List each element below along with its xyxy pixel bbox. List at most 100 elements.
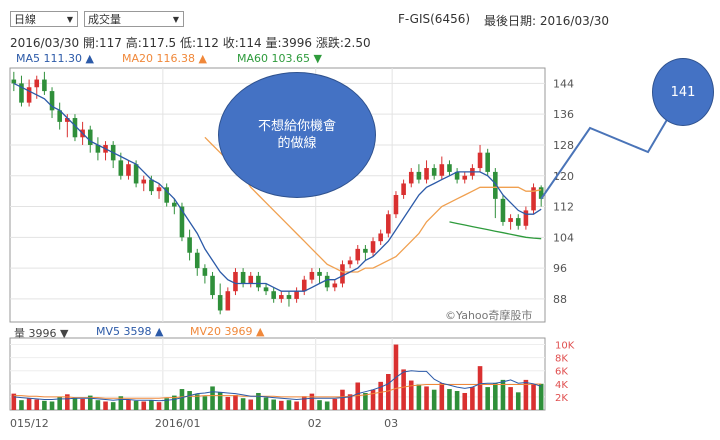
mv20-line	[13, 383, 542, 399]
candle-body	[324, 275, 330, 288]
volume-bar	[324, 401, 330, 410]
candle-body	[401, 183, 406, 195]
volume-tick-label: 2K	[555, 393, 568, 404]
candle-body	[19, 83, 24, 103]
volume-bar	[57, 396, 62, 410]
volume-bar	[431, 389, 437, 410]
volume-bar	[194, 394, 200, 410]
candle-body	[179, 206, 185, 238]
price-tick-label: 128	[553, 139, 574, 152]
candle-body	[87, 129, 93, 145]
volume-bar	[248, 399, 254, 410]
candle-body	[164, 187, 169, 203]
annotation-note-line2: 的做線	[277, 136, 317, 151]
volume-bar	[149, 400, 154, 410]
candle-body	[156, 187, 162, 192]
volume-bar	[263, 397, 269, 410]
candle-body	[286, 295, 292, 299]
ma5-line	[13, 82, 542, 292]
volume-bar	[210, 386, 215, 410]
volume-bar	[95, 400, 101, 410]
period-select[interactable]: 日線 ▼	[10, 11, 78, 27]
candle-body	[439, 164, 445, 176]
volume-bar	[439, 383, 445, 410]
candle-body	[210, 275, 215, 296]
ma60-line	[449, 221, 542, 240]
candle-body	[141, 179, 147, 184]
volume-tick-label: 6K	[555, 367, 568, 378]
candle-body	[34, 79, 40, 88]
indicator-select[interactable]: 成交量 ▼	[84, 11, 184, 27]
volume-bar	[65, 394, 70, 410]
volume-bar	[172, 395, 177, 410]
x-tick-label: 03	[384, 417, 398, 430]
volume-bar	[141, 401, 147, 410]
candle-body	[202, 268, 208, 276]
volume-bar	[133, 400, 139, 410]
volume-bar	[386, 374, 391, 410]
x-tick-label: 2016/01	[155, 417, 201, 430]
candle-body	[233, 271, 238, 292]
candle-body	[248, 275, 254, 284]
volume-bar	[531, 384, 536, 410]
candle-body	[347, 260, 353, 265]
volume-bar	[294, 401, 299, 410]
chevron-down-icon: ▼	[66, 15, 73, 24]
annotation-target: 141	[652, 58, 714, 126]
volume-bar	[187, 391, 192, 410]
volume-bar	[126, 399, 131, 410]
price-tick-label: 112	[553, 201, 574, 214]
candle-body	[65, 118, 70, 122]
candle-body	[355, 248, 361, 261]
candle-body	[57, 110, 62, 122]
volume-bar	[355, 382, 361, 410]
volume-bar	[103, 401, 108, 410]
volume-bar	[34, 399, 40, 410]
candle-body	[477, 152, 483, 169]
x-tick-label: 015/12	[10, 417, 49, 430]
volume-bar	[301, 396, 307, 410]
volume-bar	[378, 381, 383, 410]
candle-body	[500, 198, 506, 222]
annotation-note: 不想給你機會 的做線	[218, 72, 376, 198]
candle-body	[294, 291, 299, 299]
candle-body	[309, 271, 315, 280]
chevron-down-icon: ▼	[172, 15, 179, 24]
candle-body	[149, 179, 154, 192]
volume-bar	[462, 392, 468, 410]
volume-bar	[164, 398, 169, 410]
volume-bar	[202, 396, 208, 410]
last-date-label: 最後日期: 2016/03/30	[484, 14, 610, 28]
candle-body	[301, 279, 307, 292]
price-tick-label: 104	[553, 231, 574, 244]
candle-body	[416, 171, 422, 180]
volume-bar	[477, 366, 483, 410]
candle-body	[126, 164, 131, 176]
candle-body	[386, 214, 391, 234]
volume-bar	[225, 396, 231, 410]
annotation-target-label: 141	[670, 84, 696, 100]
candle-body	[194, 252, 200, 269]
legend-volume: 量 3996 ▼	[14, 327, 69, 340]
candle-body	[462, 175, 468, 180]
candle-body	[370, 241, 376, 253]
candle-body	[493, 171, 498, 199]
candle-body	[447, 164, 452, 172]
volume-bar	[87, 395, 93, 410]
projection-line	[540, 117, 669, 200]
candle-body	[485, 152, 490, 172]
candle-body	[256, 275, 261, 288]
annotation-note-line1: 不想給你機會	[257, 119, 336, 134]
candle-body	[240, 271, 246, 284]
candle-body	[523, 210, 529, 226]
volume-bar	[424, 386, 429, 410]
legend-ma20: MA20 116.38 ▲	[122, 52, 207, 65]
volume-bar	[363, 392, 368, 410]
volume-bar	[317, 400, 322, 410]
volume-bar	[515, 392, 521, 410]
candle-body	[332, 283, 338, 288]
candle-body	[279, 295, 284, 299]
quote-line: 2016/03/30 開:117 高:117.5 低:112 收:114 量:3…	[10, 36, 371, 50]
volume-bar	[470, 387, 475, 410]
